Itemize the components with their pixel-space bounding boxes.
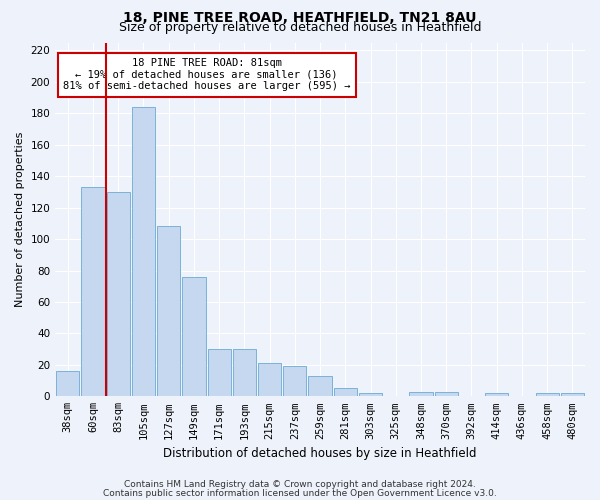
Bar: [182, 277, 206, 396]
Bar: [561, 393, 584, 396]
Text: 18 PINE TREE ROAD: 81sqm
← 19% of detached houses are smaller (136)
81% of semi-: 18 PINE TREE ROAD: 81sqm ← 19% of detach…: [63, 58, 350, 92]
Y-axis label: Number of detached properties: Number of detached properties: [15, 132, 25, 307]
Bar: [56, 371, 79, 396]
Text: Contains HM Land Registry data © Crown copyright and database right 2024.: Contains HM Land Registry data © Crown c…: [124, 480, 476, 489]
Bar: [233, 349, 256, 397]
Bar: [82, 187, 104, 396]
Text: 18, PINE TREE ROAD, HEATHFIELD, TN21 8AU: 18, PINE TREE ROAD, HEATHFIELD, TN21 8AU: [123, 11, 477, 25]
Text: Contains public sector information licensed under the Open Government Licence v3: Contains public sector information licen…: [103, 488, 497, 498]
Bar: [258, 364, 281, 396]
Bar: [334, 388, 357, 396]
Bar: [536, 393, 559, 396]
Bar: [283, 366, 307, 396]
Bar: [485, 393, 508, 396]
Bar: [107, 192, 130, 396]
Bar: [409, 392, 433, 396]
Bar: [359, 393, 382, 396]
Bar: [132, 107, 155, 397]
Bar: [157, 226, 181, 396]
Bar: [434, 392, 458, 396]
Bar: [208, 349, 231, 397]
Bar: [308, 376, 332, 396]
Text: Size of property relative to detached houses in Heathfield: Size of property relative to detached ho…: [119, 22, 481, 35]
X-axis label: Distribution of detached houses by size in Heathfield: Distribution of detached houses by size …: [163, 447, 477, 460]
